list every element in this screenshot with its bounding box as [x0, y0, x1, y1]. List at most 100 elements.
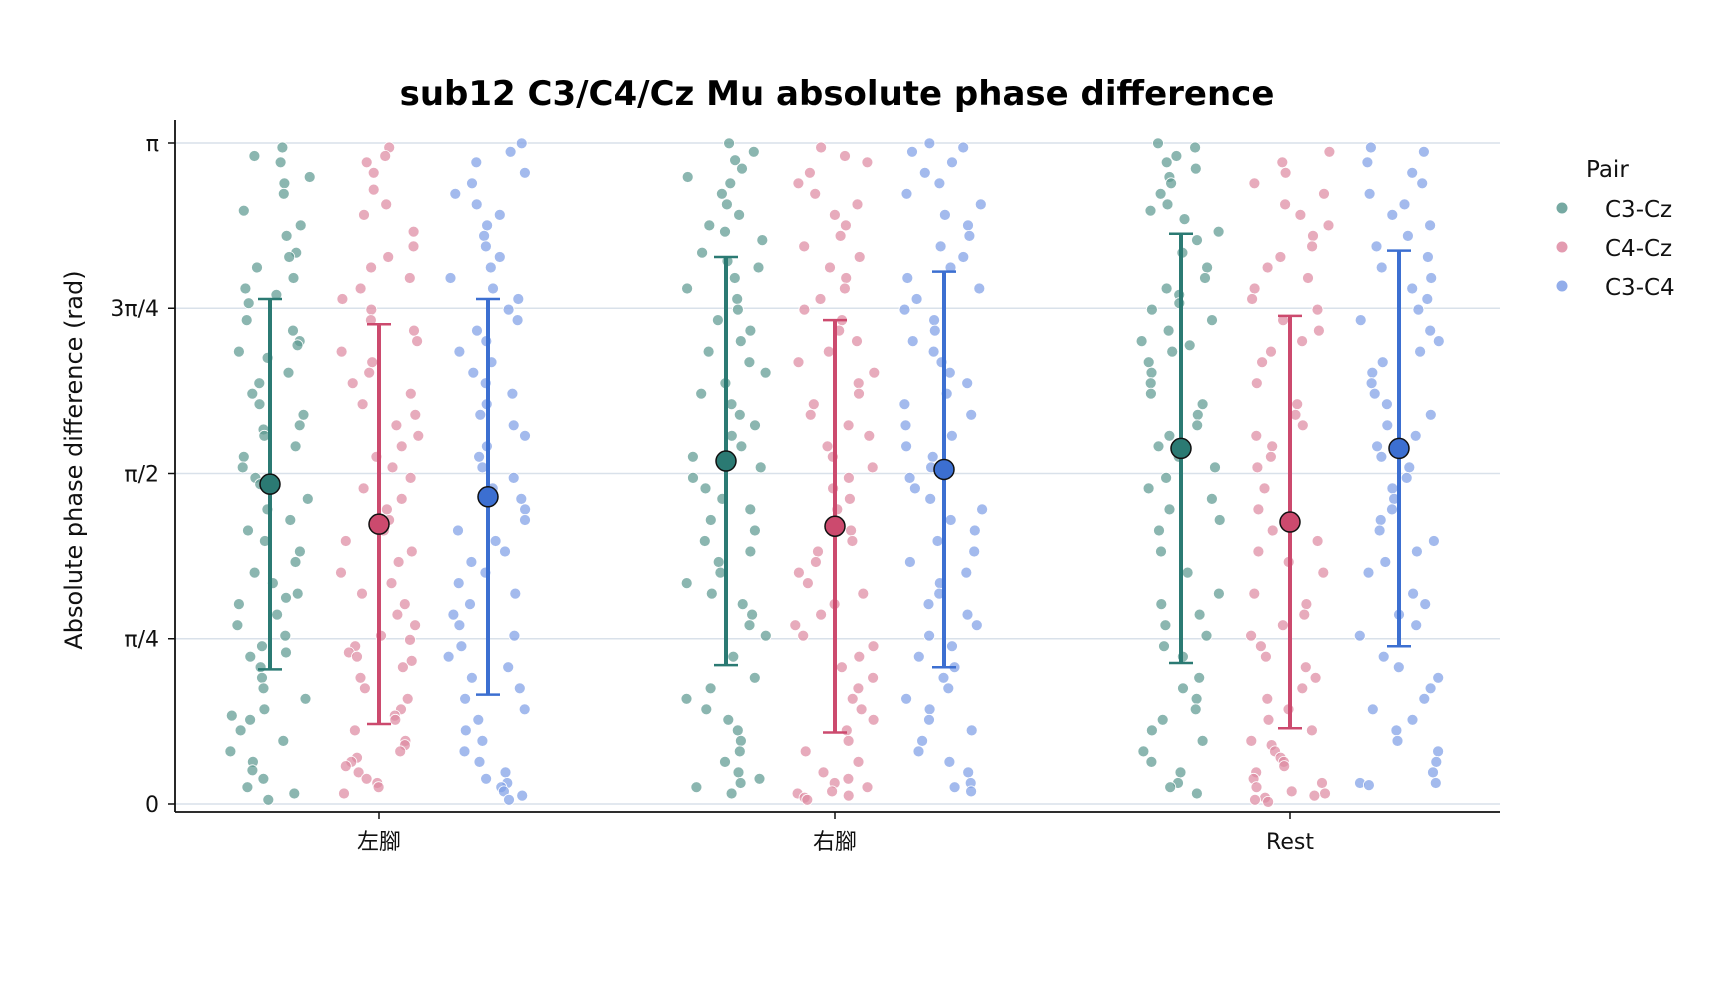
data-point: [1428, 535, 1440, 547]
data-point: [1153, 524, 1165, 537]
data-point: [280, 591, 292, 604]
data-point: [512, 293, 525, 305]
data-point: [1274, 251, 1287, 263]
data-point: [1368, 387, 1381, 400]
data-point: [519, 429, 531, 442]
data-point: [1250, 429, 1263, 442]
data-point: [1261, 261, 1274, 274]
data-point: [244, 650, 257, 663]
y-axis-label: Absolute phase difference (rad): [60, 270, 88, 649]
data-point: [1425, 272, 1438, 284]
data-point: [1381, 398, 1393, 411]
data-point: [696, 246, 708, 259]
data-point: [294, 219, 307, 232]
data-point: [960, 566, 973, 579]
data-point: [398, 598, 411, 610]
data-point: [743, 619, 756, 632]
data-point: [392, 556, 405, 568]
data-point: [1248, 587, 1261, 600]
data-point: [1421, 293, 1434, 305]
data-point: [277, 187, 290, 200]
data-point: [815, 141, 827, 154]
data-point: [843, 471, 855, 484]
data-point: [1298, 608, 1311, 621]
data-point: [1403, 461, 1416, 474]
data-point: [1390, 724, 1403, 737]
data-point: [840, 219, 852, 232]
data-point: [232, 598, 245, 610]
mean-marker: [715, 450, 737, 472]
data-point: [442, 650, 455, 663]
data-point: [1429, 777, 1442, 789]
data-point: [506, 387, 519, 400]
data-point: [335, 345, 348, 358]
data-point: [293, 419, 306, 432]
data-point: [380, 198, 393, 211]
data-point: [867, 640, 880, 653]
data-point: [976, 503, 988, 516]
data-point: [499, 766, 512, 779]
data-point: [1432, 745, 1444, 758]
data-point: [1410, 619, 1423, 632]
data-point: [237, 204, 250, 217]
data-point: [1212, 225, 1225, 238]
data-point: [380, 503, 393, 516]
data-point: [901, 272, 914, 284]
data-point: [868, 366, 881, 379]
legend: Pair C3-Cz C4-Cz C3-C4: [1556, 157, 1675, 301]
data-point: [405, 545, 418, 558]
gridlines: [175, 142, 1500, 805]
data-point: [846, 692, 859, 705]
data-point: [1311, 303, 1324, 316]
data-point: [910, 293, 923, 305]
data-point: [409, 408, 422, 421]
data-point: [904, 556, 916, 568]
data-point: [851, 198, 864, 211]
data-point: [948, 781, 961, 794]
data-point: [732, 766, 745, 779]
data-point: [1245, 735, 1258, 747]
data-point: [258, 703, 271, 716]
mean-marker: [824, 515, 846, 538]
data-point: [965, 408, 978, 421]
data-point: [1371, 440, 1383, 453]
data-point: [280, 646, 292, 659]
data-point: [336, 293, 349, 305]
data-point: [1299, 661, 1312, 674]
data-point: [1318, 187, 1330, 200]
x-tick-label: 左腳: [357, 830, 401, 855]
data-point: [225, 709, 238, 722]
data-point: [507, 419, 520, 432]
data-point: [391, 608, 404, 621]
data-point: [407, 225, 420, 238]
data-point: [798, 303, 811, 316]
data-point: [473, 756, 486, 768]
data-point: [851, 335, 863, 348]
data-point: [287, 324, 299, 337]
data-point: [924, 492, 937, 505]
data-point: [284, 514, 297, 526]
data-point: [487, 282, 499, 295]
data-point: [365, 261, 378, 274]
data-point: [807, 398, 820, 411]
data-point: [256, 640, 268, 653]
data-point: [354, 671, 367, 684]
data-point: [704, 514, 717, 526]
data-point: [357, 482, 370, 495]
data-point: [1250, 781, 1263, 794]
data-point: [367, 166, 380, 179]
data-point: [970, 619, 983, 632]
data-point: [1164, 781, 1177, 794]
data-point: [734, 777, 747, 789]
data-point: [1152, 137, 1164, 150]
data-point: [1277, 619, 1289, 632]
data-point: [1163, 429, 1176, 442]
mean-marker: [1170, 437, 1192, 460]
data-point: [1160, 282, 1173, 295]
data-point: [733, 208, 745, 221]
data-point: [411, 335, 424, 348]
data-point: [1285, 785, 1298, 798]
data-point: [518, 703, 531, 716]
data-point: [389, 713, 402, 726]
data-point: [287, 272, 300, 284]
